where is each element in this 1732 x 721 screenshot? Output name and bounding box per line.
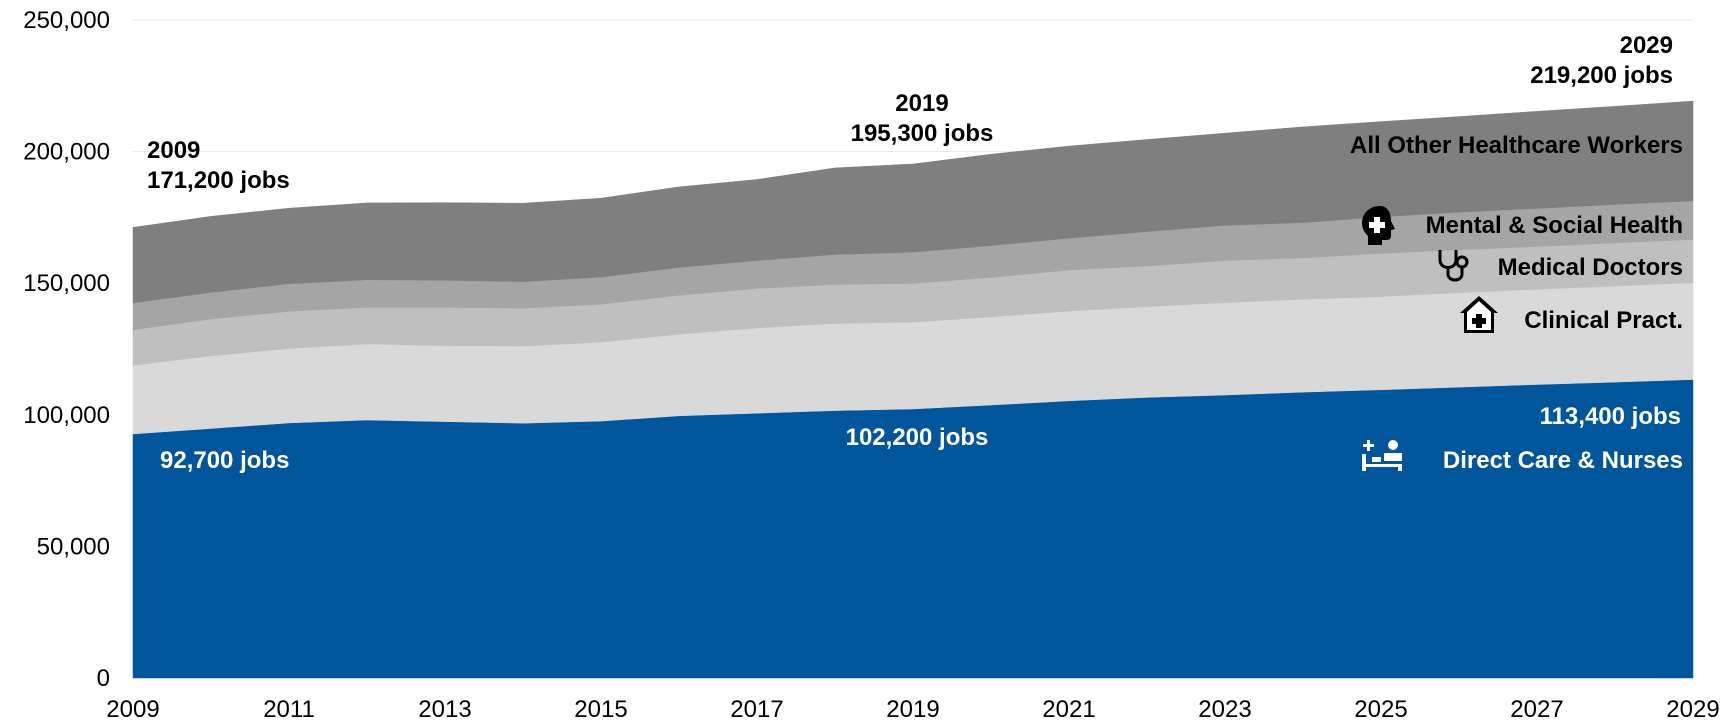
y-tick-label-3: 150,000 [23,270,110,297]
annotation-total-2009-jobs: 171,200 jobs [147,167,290,194]
y-axis-tick-labels: 0 50,000 100,000 150,000 200,000 250,000 [23,7,110,692]
annotation-total-2029-jobs: 219,200 jobs [1530,62,1673,89]
annotation-direct-2009: 92,700 jobs [160,447,289,474]
series-label-medical-doctors: Medical Doctors [1498,254,1683,281]
y-tick-label-1: 50,000 [37,533,110,560]
head-medical-icon [1362,206,1395,245]
patient-bed-icon [1362,440,1402,471]
annotation-total-2009-year: 2009 [147,137,200,164]
annotation-total-2029-year: 2029 [1620,32,1673,59]
stethoscope-icon [1438,250,1469,282]
series-label-direct-care: Direct Care & Nurses [1443,447,1683,474]
annotation-direct-2029: 113,400 jobs [1540,403,1681,430]
series-label-mental-social: Mental & Social Health [1426,212,1683,239]
series-label-clinical-pract: Clinical Pract. [1524,307,1683,334]
y-tick-label-4: 200,000 [23,139,110,166]
annotation-total-2019-jobs: 195,300 jobs [851,120,994,147]
x-tick-label-2023: 2023 [1198,696,1251,721]
x-tick-label-2021: 2021 [1042,696,1095,721]
x-tick-label-2025: 2025 [1354,696,1407,721]
y-tick-label-0: 0 [97,665,110,692]
x-axis-tick-labels: 2009 2011 2013 2015 2017 2019 2021 2023 2025 2027… [106,696,1719,721]
x-tick-label-2011: 2011 [263,696,315,721]
x-tick-label-2009: 2009 [106,696,159,721]
x-tick-label-2013: 2013 [418,696,471,721]
house-medical-icon [1460,296,1498,333]
x-tick-label-2015: 2015 [574,696,627,721]
x-tick-label-2017: 2017 [730,696,783,721]
annotation-total-2019-year: 2019 [895,90,948,117]
y-tick-label-2: 100,000 [23,402,110,429]
x-tick-label-2029: 2029 [1666,696,1719,721]
x-tick-label-2019: 2019 [886,696,939,721]
area-all-other-healthcare-workers [132,100,1694,304]
y-tick-label-5: 250,000 [23,7,110,34]
x-tick-label-2027: 2027 [1510,696,1563,721]
area-layers [132,100,1694,679]
annotation-direct-2019: 102,200 jobs [846,424,989,451]
series-label-all-other: All Other Healthcare Workers [1350,132,1683,159]
